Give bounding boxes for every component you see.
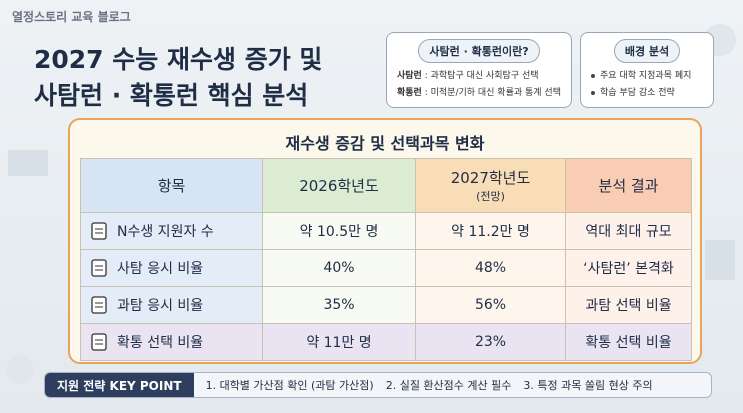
cell-text: 과탐 응시 비율 — [117, 298, 204, 314]
header-row: 항목 2026학년도 2027학년도 (전망) 분석 결과 — [80, 158, 692, 213]
cell-text: 역대 최대 규모 — [585, 224, 672, 240]
cell-text: N수생 지원자 수 — [117, 224, 214, 240]
box-title: 배경 분석 — [613, 39, 681, 63]
row-icon — [91, 333, 107, 351]
table-panel: 재수생 증감 및 선택과목 변화 항목 2026학년도 2027학년도 (전망) … — [68, 118, 702, 364]
desc: : 과학탐구 대신 사회탐구 선택 — [421, 71, 539, 81]
footer: 지원 전략 KEY POINT 1. 대학별 가산점 확인 (과탐 가산점) 2… — [44, 372, 712, 398]
table-cell: 과탐 응시 비율 — [80, 286, 263, 324]
cell-text: 23% — [474, 334, 507, 350]
def-item: 확통런 : 미적분/기하 대신 확률과 통계 선택 — [397, 85, 561, 98]
cell-text: 약 10.5만 명 — [299, 224, 379, 240]
table-cell: 23% — [415, 323, 566, 361]
cell-text: 56% — [474, 297, 507, 313]
desc: : 미적분/기하 대신 확률과 통계 선택 — [421, 88, 561, 98]
table-cell: 56% — [415, 286, 566, 324]
footer-label: 지원 전략 KEY POINT — [45, 373, 194, 397]
background-box: 배경 분석 주요 대학 지정과목 폐지 학습 부담 감소 전략 — [580, 32, 714, 108]
row-icon — [91, 259, 107, 277]
cell-text: 약 11.2만 명 — [451, 224, 530, 240]
table-title: 재수생 증감 및 선택과목 변화 — [285, 134, 485, 153]
term: 사탐런 — [397, 71, 422, 81]
table-cell: 40% — [262, 249, 416, 287]
def-item: 사탐런 : 과학탐구 대신 사회탐구 선택 — [397, 68, 561, 81]
cell-text: 40% — [323, 260, 355, 276]
footer-point: 3. 특정 과목 쏠림 현상 주의 — [523, 379, 653, 392]
table-cell: 약 11만 명 — [262, 323, 416, 361]
title: 2027 수능 재수생 증가 및 사탐런 · 확통런 핵심 분석 — [34, 42, 322, 114]
definition-box: 사탐런 · 확통런이란? 사탐런 : 과학탐구 대신 사회탐구 선택 확통런 :… — [386, 32, 572, 108]
title-line: 2027 수능 재수생 증가 및 — [34, 45, 323, 74]
table-cell: 48% — [415, 249, 566, 287]
header-text: 2027학년도 — [450, 169, 531, 187]
cell-text: 확통 선택 비율 — [117, 335, 204, 351]
header-cell: 분석 결과 — [565, 158, 692, 213]
table-cell: 사탐 응시 비율 — [80, 249, 263, 287]
footer-point: 1. 대학별 가산점 확인 (과탐 가산점) — [205, 379, 374, 392]
table-row: 확통 선택 비율 약 11만 명 23% 확통 선택 비율 — [80, 323, 692, 361]
table-row: N수생 지원자 수 약 10.5만 명 약 11.2만 명 역대 최대 규모 — [80, 212, 692, 250]
table-row: 과탐 응시 비율 35% 56% 과탐 선택 비율 — [80, 286, 692, 324]
title-line: 사탐런 · 확통런 핵심 분석 — [34, 81, 309, 110]
bg-text: 주요 대학 지정과목 폐지 — [600, 71, 692, 81]
bg-item: 학습 부담 감소 전략 — [591, 85, 703, 98]
table-cell: ‘사탐런’ 본격화 — [565, 249, 692, 287]
header-cell: 2027학년도 (전망) — [415, 158, 566, 213]
cell-text: 과탐 선택 비율 — [585, 298, 672, 314]
cell-text: 48% — [474, 260, 507, 276]
cell-text: 사탐 응시 비율 — [117, 261, 204, 277]
bg-text: 학습 부담 감소 전략 — [600, 88, 675, 98]
box-title: 사탐런 · 확통런이란? — [418, 39, 540, 63]
footer-point: 2. 실질 환산점수 계산 필수 — [385, 379, 512, 392]
brand: 열정스토리 교육 블로그 — [12, 10, 131, 24]
bg-item: 주요 대학 지정과목 폐지 — [591, 68, 703, 81]
header-cell: 항목 — [80, 158, 263, 213]
table-cell: 과탐 선택 비율 — [565, 286, 692, 324]
table-cell: 35% — [262, 286, 416, 324]
row-icon — [91, 222, 107, 240]
cell-text: ‘사탐런’ 본격화 — [583, 261, 674, 277]
cell-text: 약 11만 명 — [306, 335, 372, 351]
cell-text: 35% — [323, 297, 355, 313]
table-cell: 약 11.2만 명 — [415, 212, 566, 250]
table-cell: 역대 최대 규모 — [565, 212, 692, 250]
table-cell: 확통 선택 비율 — [80, 323, 263, 361]
table-cell: 확통 선택 비율 — [565, 323, 692, 361]
row-icon — [91, 296, 107, 314]
table-cell: N수생 지원자 수 — [80, 212, 263, 250]
header-note: (전망) — [476, 190, 505, 203]
cell-text: 확통 선택 비율 — [585, 335, 672, 351]
table-row: 사탐 응시 비율 40% 48% ‘사탐런’ 본격화 — [80, 249, 692, 287]
header-cell: 2026학년도 — [262, 158, 416, 213]
term: 확통런 — [397, 88, 422, 98]
table-cell: 약 10.5만 명 — [262, 212, 416, 250]
